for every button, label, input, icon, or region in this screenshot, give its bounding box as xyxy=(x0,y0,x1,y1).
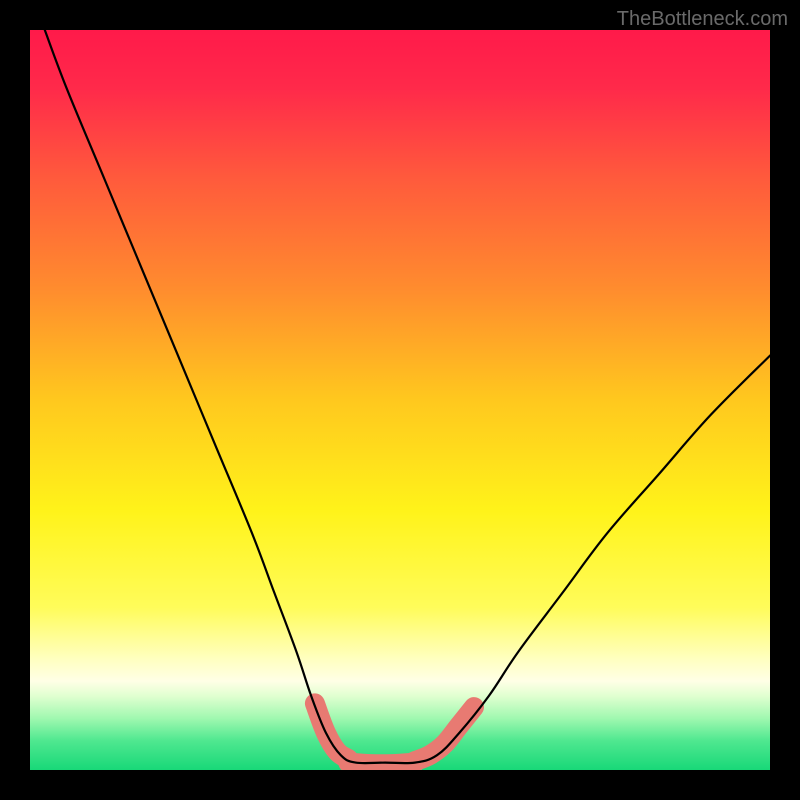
watermark-text: TheBottleneck.com xyxy=(617,8,788,31)
gradient-background xyxy=(30,30,770,770)
chart-svg xyxy=(30,30,770,770)
bottleneck-chart xyxy=(30,30,770,770)
